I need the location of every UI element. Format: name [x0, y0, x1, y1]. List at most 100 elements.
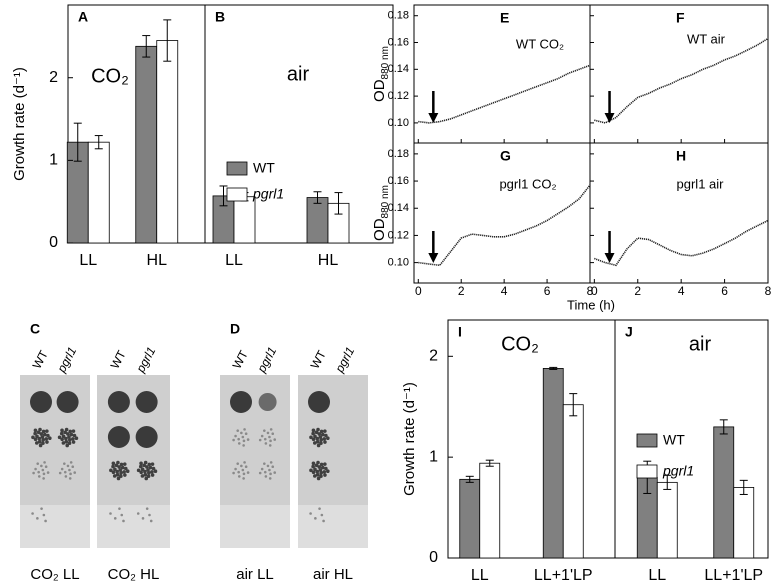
- speck: [313, 434, 317, 439]
- y-tick-label: 0.16: [388, 175, 409, 187]
- x-tick-label: HL: [147, 252, 168, 269]
- speck: [67, 435, 71, 439]
- speck: [123, 466, 128, 471]
- speck: [269, 439, 272, 443]
- y-tick-label: 0.14: [388, 202, 409, 214]
- speck: [64, 427, 69, 432]
- data-line: [594, 219, 769, 267]
- speck: [326, 436, 330, 440]
- speck: [67, 438, 72, 442]
- speck: [242, 472, 246, 476]
- error-bar: [485, 459, 494, 467]
- speck: [116, 460, 120, 465]
- annotation: CO₂: [501, 333, 539, 355]
- speck: [246, 471, 250, 474]
- speck: [71, 465, 75, 469]
- panel-frame: [614, 319, 769, 559]
- speck: [242, 439, 246, 443]
- speck: [68, 477, 72, 480]
- bar: [233, 196, 256, 244]
- speck: [142, 463, 147, 468]
- speck: [118, 507, 121, 510]
- column-label: pgrl1: [254, 345, 279, 376]
- speck: [39, 432, 44, 436]
- speck: [319, 471, 323, 475]
- bar: [713, 426, 735, 559]
- speck: [37, 436, 42, 441]
- speck: [44, 465, 48, 469]
- speck: [241, 435, 245, 439]
- x-tick-label: 8: [765, 284, 772, 298]
- speck: [243, 461, 246, 464]
- speck: [111, 464, 115, 469]
- speck: [312, 474, 317, 478]
- speck: [237, 437, 240, 441]
- speck: [46, 471, 50, 474]
- speck: [260, 467, 264, 471]
- plate-shade: [220, 505, 290, 548]
- speck: [34, 441, 39, 445]
- speck: [269, 472, 272, 476]
- speck: [244, 465, 248, 469]
- bar: [87, 141, 110, 244]
- speck: [115, 472, 120, 477]
- speck: [240, 431, 243, 435]
- error-bar: [334, 192, 343, 215]
- x-tick-label: 6: [544, 284, 551, 298]
- speck: [44, 519, 47, 523]
- y-tick-label: 0.10: [388, 117, 409, 129]
- bar: [306, 197, 329, 244]
- y-tick-label: 0.12: [388, 229, 409, 241]
- speck: [125, 469, 130, 473]
- speck: [115, 469, 119, 474]
- speck: [147, 462, 152, 467]
- speck: [309, 468, 313, 473]
- speck: [143, 469, 147, 474]
- speck: [112, 474, 117, 478]
- speck: [63, 470, 67, 474]
- spot: [56, 391, 79, 413]
- speck: [57, 435, 62, 440]
- plate-shade: [97, 505, 170, 548]
- speck: [147, 471, 151, 475]
- bar: [542, 368, 564, 559]
- speck: [72, 433, 77, 438]
- annotation: air: [689, 333, 712, 355]
- legend-label: WT: [253, 160, 275, 176]
- x-tick-label: 2: [458, 284, 465, 298]
- speck: [119, 474, 123, 479]
- speck: [153, 469, 158, 473]
- speck: [311, 461, 316, 466]
- speck: [151, 466, 156, 471]
- speck: [41, 441, 45, 446]
- speck: [314, 463, 319, 468]
- bar: [135, 45, 158, 244]
- speck: [64, 436, 68, 441]
- speck: [314, 517, 317, 520]
- speck: [33, 437, 38, 442]
- spot: [107, 426, 130, 448]
- speck: [311, 464, 315, 469]
- speck: [264, 475, 268, 478]
- panel-label: A: [78, 9, 88, 25]
- y-tick-label: 0.14: [388, 63, 409, 75]
- panel-label: B: [215, 9, 225, 25]
- speck: [66, 464, 70, 468]
- speck: [243, 428, 246, 431]
- speck: [111, 470, 116, 475]
- arrow-head: [604, 253, 615, 263]
- bar: [733, 487, 755, 559]
- speck: [42, 472, 46, 476]
- speck: [317, 432, 322, 436]
- speck: [319, 429, 324, 434]
- column-label: pgrl1: [332, 345, 357, 376]
- bar: [479, 462, 501, 559]
- speck: [263, 437, 267, 441]
- speck: [316, 476, 321, 481]
- y-tick-label: 2: [49, 69, 58, 86]
- speck: [139, 461, 143, 466]
- arrow-head: [428, 113, 439, 123]
- y-axis-label: Growth rate (d⁻¹): [11, 67, 28, 181]
- speck: [140, 474, 145, 478]
